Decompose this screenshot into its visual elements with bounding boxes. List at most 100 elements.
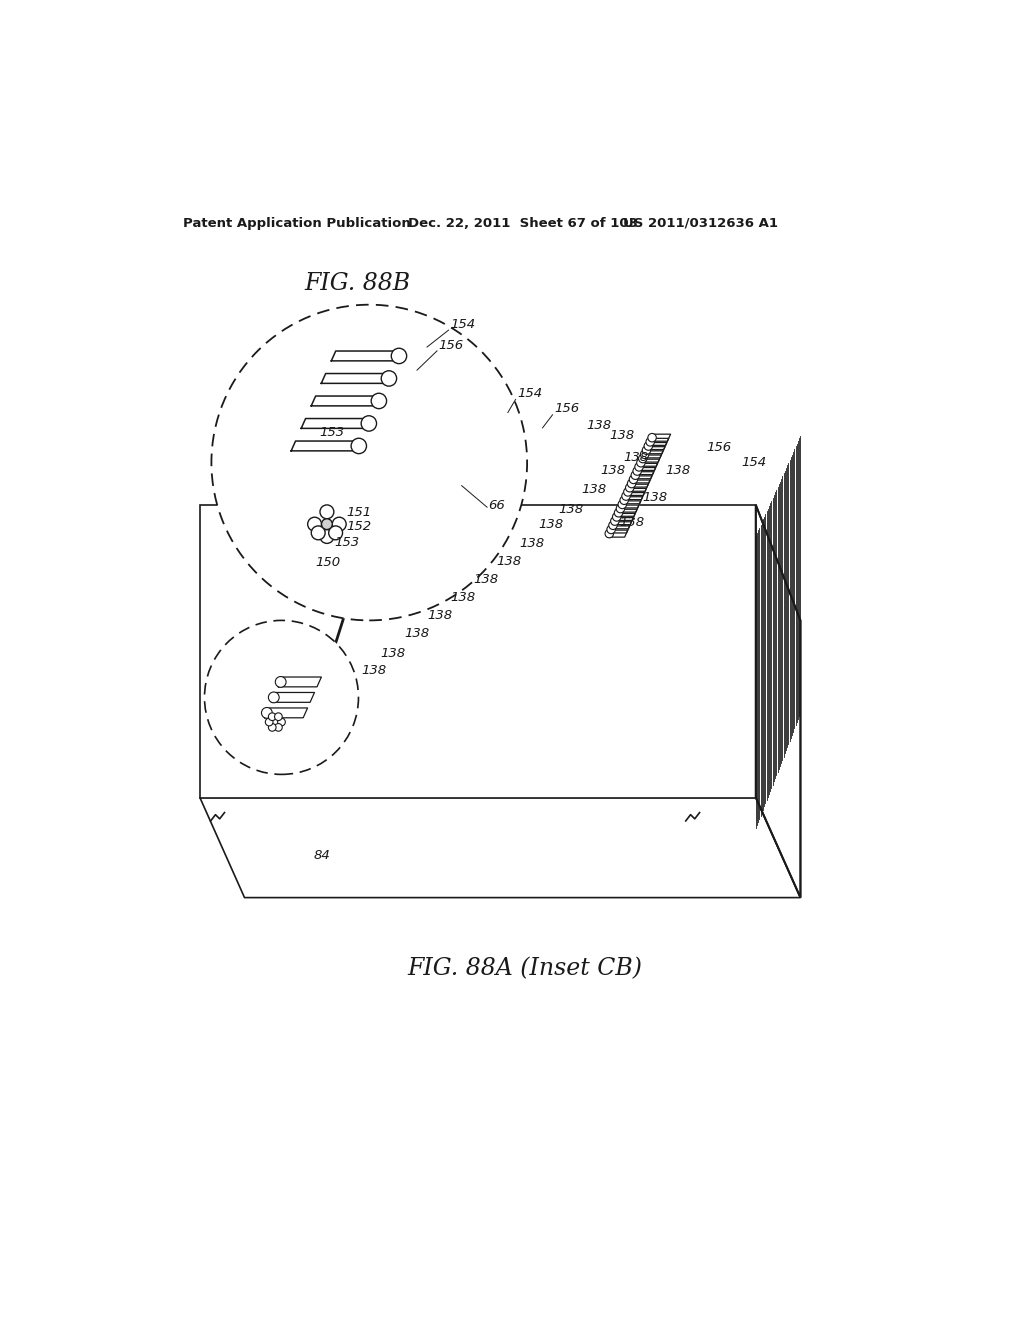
Circle shape — [381, 371, 396, 387]
Polygon shape — [245, 510, 264, 516]
Text: 138: 138 — [361, 664, 387, 677]
Circle shape — [261, 708, 272, 718]
Polygon shape — [200, 506, 756, 797]
Polygon shape — [301, 418, 371, 429]
Text: 138: 138 — [624, 451, 648, 465]
Polygon shape — [259, 477, 280, 483]
Text: Dec. 22, 2011  Sheet 67 of 103: Dec. 22, 2011 Sheet 67 of 103 — [408, 216, 638, 230]
Circle shape — [249, 492, 258, 500]
Circle shape — [322, 519, 333, 529]
Polygon shape — [238, 525, 257, 533]
Polygon shape — [241, 517, 261, 524]
Circle shape — [633, 467, 641, 475]
Polygon shape — [621, 500, 641, 508]
Polygon shape — [650, 434, 671, 441]
Circle shape — [255, 479, 263, 488]
Polygon shape — [639, 459, 659, 466]
Circle shape — [624, 487, 632, 496]
Polygon shape — [609, 525, 630, 533]
Polygon shape — [627, 488, 646, 495]
Text: 151: 151 — [346, 507, 372, 520]
Polygon shape — [611, 521, 632, 529]
Text: 66: 66 — [488, 499, 506, 512]
Polygon shape — [271, 693, 314, 702]
Circle shape — [274, 713, 283, 721]
Polygon shape — [236, 531, 255, 537]
Text: 154: 154 — [741, 457, 766, 470]
Polygon shape — [617, 510, 637, 516]
Circle shape — [278, 718, 286, 726]
Circle shape — [371, 393, 387, 409]
Circle shape — [610, 517, 620, 525]
Polygon shape — [254, 488, 273, 495]
Circle shape — [620, 496, 629, 504]
Circle shape — [311, 525, 326, 540]
Polygon shape — [248, 500, 268, 508]
Circle shape — [614, 508, 623, 517]
Polygon shape — [239, 521, 259, 529]
Text: FIG. 88A (Inset CB): FIG. 88A (Inset CB) — [408, 957, 642, 979]
Circle shape — [640, 450, 649, 458]
Circle shape — [265, 718, 273, 726]
Text: 154: 154 — [517, 387, 543, 400]
Circle shape — [612, 512, 621, 521]
Polygon shape — [630, 480, 650, 487]
Polygon shape — [272, 446, 293, 454]
Circle shape — [635, 462, 643, 471]
Circle shape — [248, 496, 256, 504]
Circle shape — [271, 442, 281, 450]
Text: 138: 138 — [587, 420, 611, 433]
Polygon shape — [311, 396, 381, 405]
Circle shape — [642, 446, 650, 454]
Circle shape — [259, 471, 267, 479]
Polygon shape — [756, 506, 801, 898]
Circle shape — [268, 713, 276, 721]
Text: 138: 138 — [558, 503, 583, 516]
Polygon shape — [247, 506, 266, 512]
Polygon shape — [252, 492, 272, 499]
Circle shape — [268, 450, 276, 458]
Polygon shape — [623, 496, 643, 504]
Polygon shape — [270, 451, 291, 458]
Polygon shape — [648, 438, 669, 445]
Polygon shape — [258, 480, 278, 487]
Text: 154: 154 — [451, 318, 475, 331]
Circle shape — [275, 433, 284, 442]
Circle shape — [211, 305, 527, 620]
Circle shape — [351, 438, 367, 454]
Circle shape — [622, 492, 630, 500]
Text: 138: 138 — [497, 554, 521, 568]
Text: 138: 138 — [403, 627, 429, 640]
Circle shape — [268, 723, 276, 731]
Circle shape — [275, 677, 286, 688]
Polygon shape — [268, 455, 289, 462]
Circle shape — [268, 692, 280, 702]
Circle shape — [232, 529, 241, 537]
Circle shape — [333, 517, 346, 531]
Text: 156: 156 — [438, 339, 464, 351]
Polygon shape — [200, 797, 801, 898]
Circle shape — [266, 454, 274, 463]
Text: 138: 138 — [539, 517, 564, 531]
Polygon shape — [256, 484, 275, 491]
Polygon shape — [647, 442, 667, 450]
Circle shape — [608, 521, 617, 529]
Text: 138: 138 — [609, 429, 635, 442]
Polygon shape — [279, 434, 298, 441]
Circle shape — [329, 525, 343, 540]
Polygon shape — [279, 677, 322, 686]
Circle shape — [264, 458, 272, 467]
Text: 153: 153 — [319, 425, 344, 438]
Circle shape — [262, 462, 270, 471]
Text: 138: 138 — [519, 537, 545, 550]
Polygon shape — [628, 484, 648, 491]
Text: US 2011/0312636 A1: US 2011/0312636 A1 — [624, 216, 778, 230]
Polygon shape — [263, 467, 284, 475]
Circle shape — [648, 433, 656, 442]
Polygon shape — [625, 492, 644, 499]
Circle shape — [257, 475, 265, 483]
Circle shape — [616, 504, 625, 513]
Circle shape — [260, 467, 269, 475]
Text: 138: 138 — [620, 516, 645, 529]
Polygon shape — [613, 517, 634, 524]
